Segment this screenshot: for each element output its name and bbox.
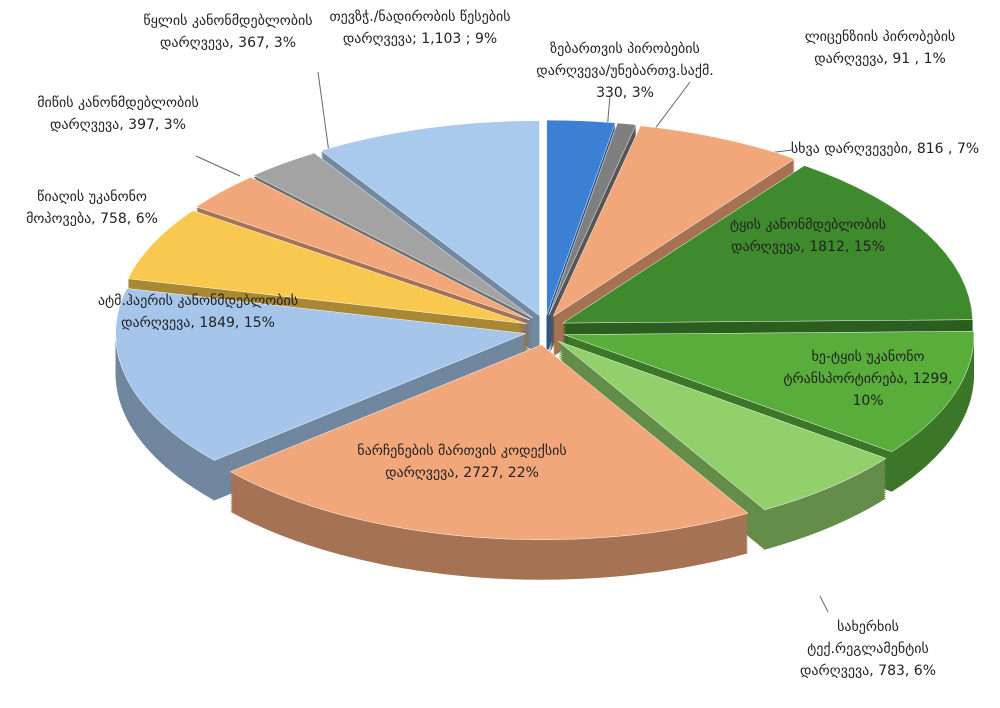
slice-side [548, 127, 637, 320]
slice [546, 119, 616, 316]
slice-label: წყლის კანონმდებლობის დარღვევა, 367, 3% [143, 13, 313, 51]
leader-line [195, 155, 241, 177]
slice-label: მიწის კანონმდებლობის დარღვევა, 397, 3% [37, 95, 199, 133]
slice-side [548, 125, 637, 318]
slice [561, 165, 973, 324]
slice-label: წიაღის უკანონო მოპოვება, 758, 6% [26, 189, 158, 227]
slice [558, 340, 887, 510]
slice [229, 344, 749, 541]
slice-side [548, 133, 637, 326]
slice-label: სახერხის ტექ.რეგლამენტის დარღვევა, 783, … [799, 619, 936, 679]
slice [195, 177, 531, 321]
slice-label: ზებართვის პირობების დარღვევა/უნებართვ.სა… [536, 41, 714, 101]
slice-label: სხვა დარღვევები, 816 , 7% [790, 141, 980, 157]
slice [127, 210, 527, 325]
slice-label: ტყის კანონმდებლობის დარღვევა, 1812, 15% [729, 217, 887, 255]
slice-label: ხე-ტყის უკანონო ტრანსპორტირება, 1299, 10… [783, 349, 953, 409]
slice-label: ატმ.ჰაერის კანონმდებლობის დარღვევა, 1849… [97, 293, 299, 331]
slice [563, 330, 975, 453]
slice [552, 125, 796, 317]
slice [548, 122, 637, 316]
slice [115, 288, 526, 461]
slice-tops [115, 119, 975, 541]
slice-side [548, 131, 637, 324]
slice-label: ნარჩენების მართვის კოდექსის დარღვევა, 27… [357, 443, 567, 481]
leader-line [317, 71, 331, 161]
slice [253, 152, 533, 319]
slice-side [548, 129, 637, 322]
leader-line [819, 595, 829, 613]
slice-label: თევზჭ./ნადირობის წესების დარღვევა; 1,103… [329, 9, 511, 47]
slice [320, 120, 540, 317]
slice-label: ლიცენზიის პირობების დარღვევა, 91 , 1% [804, 29, 956, 67]
